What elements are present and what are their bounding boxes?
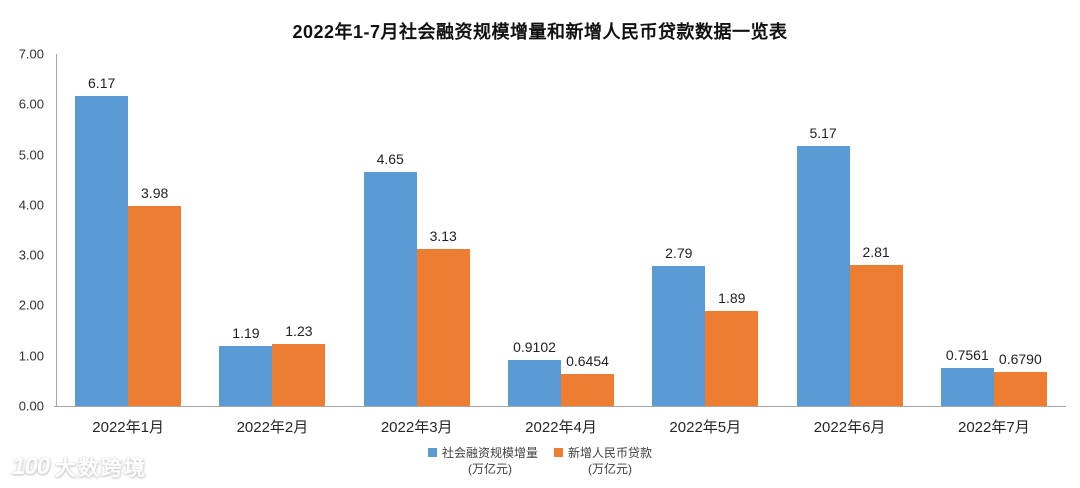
watermark-logo-icon: 100 (12, 453, 50, 480)
y-tick-label: 0.00 (18, 398, 44, 414)
bar-value-label: 0.9102 (513, 339, 556, 356)
bar-value-label: 0.6454 (566, 352, 609, 369)
category-label: 2022年6月 (813, 419, 886, 436)
bar-series-0 (796, 146, 850, 406)
category-label: 2022年1月 (92, 419, 164, 436)
legend-label: 新增人民币贷款 (万亿元) (568, 446, 653, 477)
bar-series-0 (508, 360, 561, 406)
bar-series-1 (272, 344, 326, 406)
bar-series-1 (993, 371, 1047, 406)
bar-value-label: 0.6790 (998, 350, 1042, 367)
x-axis-line (54, 406, 1066, 407)
y-tick-label: 5.00 (18, 147, 44, 163)
y-tick-label: 1.00 (18, 348, 44, 364)
y-tick-label: 6.00 (18, 96, 44, 112)
bar-value-label: 4.65 (376, 151, 404, 168)
bar-series-1 (128, 205, 182, 406)
category-label: 2022年3月 (380, 419, 453, 436)
bar-series-0 (219, 346, 273, 406)
bar-series-0 (652, 265, 706, 406)
bar-series-1 (849, 264, 903, 406)
category-label: 2022年2月 (236, 419, 309, 436)
bar-series-0 (75, 95, 129, 406)
bar-value-label: 3.98 (141, 184, 169, 201)
legend: 社会融资规模增量 (万亿元) 新增人民币贷款 (万亿元) (0, 445, 1080, 477)
y-tick-label: 2.00 (18, 297, 44, 313)
chart-title: 2022年1-7月社会融资规模增量和新增人民币贷款数据一览表 (292, 22, 788, 42)
legend-item-series-1: 新增人民币贷款 (万亿元) (554, 445, 652, 477)
legend-item-series-0: 社会融资规模增量 (万亿元) (427, 445, 538, 477)
watermark: 100 大数跨境 (12, 452, 147, 482)
bar-value-label: 5.17 (809, 125, 837, 142)
bar-series-1 (705, 310, 759, 406)
category-label: 2022年7月 (957, 419, 1030, 436)
bar-series-0 (940, 367, 994, 406)
bar-value-label: 1.23 (285, 323, 313, 340)
legend-swatch-icon (427, 448, 437, 457)
bar-series-1 (561, 373, 614, 406)
bar-value-label: 1.89 (718, 289, 746, 306)
y-axis-line (56, 54, 57, 406)
legend-label: 社会融资规模增量 (万亿元) (441, 446, 538, 477)
bar-series-1 (416, 248, 470, 406)
bar-value-label: 6.17 (88, 74, 116, 91)
bar-value-label: 3.13 (429, 227, 457, 244)
bar-value-label: 0.7561 (945, 346, 989, 363)
category-label: 2022年5月 (669, 419, 742, 436)
bar-value-label: 2.81 (862, 243, 890, 260)
category-label: 2022年4月 (525, 419, 597, 436)
y-tick-label: 7.00 (18, 46, 44, 62)
y-tick-label: 3.00 (18, 247, 44, 263)
bar-value-label: 2.79 (665, 244, 693, 261)
legend-swatch-icon (554, 448, 563, 457)
bar-value-label: 1.19 (232, 325, 260, 342)
watermark-text: 大数跨境 (55, 457, 148, 480)
y-tick-label: 4.00 (18, 197, 44, 213)
bar-series-0 (363, 172, 417, 406)
